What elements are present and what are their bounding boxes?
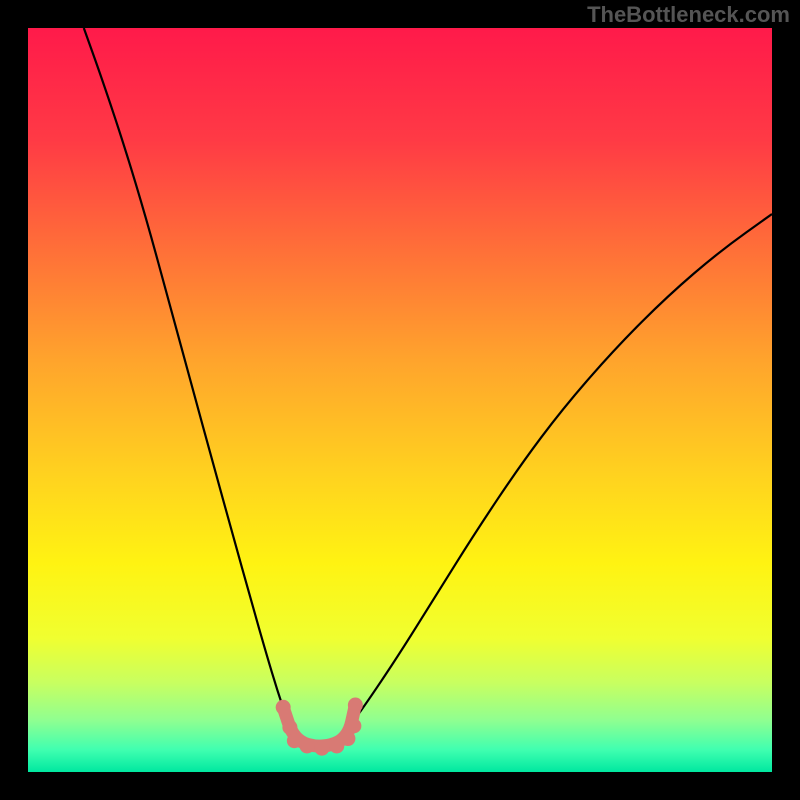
trough-dot: [276, 700, 291, 715]
trough-dot: [348, 698, 363, 713]
trough-dot: [346, 718, 361, 733]
trough-dot: [314, 741, 329, 756]
trough-dot: [282, 720, 297, 735]
watermark-text: TheBottleneck.com: [587, 2, 790, 28]
chart-container: TheBottleneck.com: [0, 0, 800, 800]
chart-svg: [28, 28, 772, 772]
plot-area: [28, 28, 772, 772]
trough-dot: [300, 738, 315, 753]
gradient-background: [28, 28, 772, 772]
